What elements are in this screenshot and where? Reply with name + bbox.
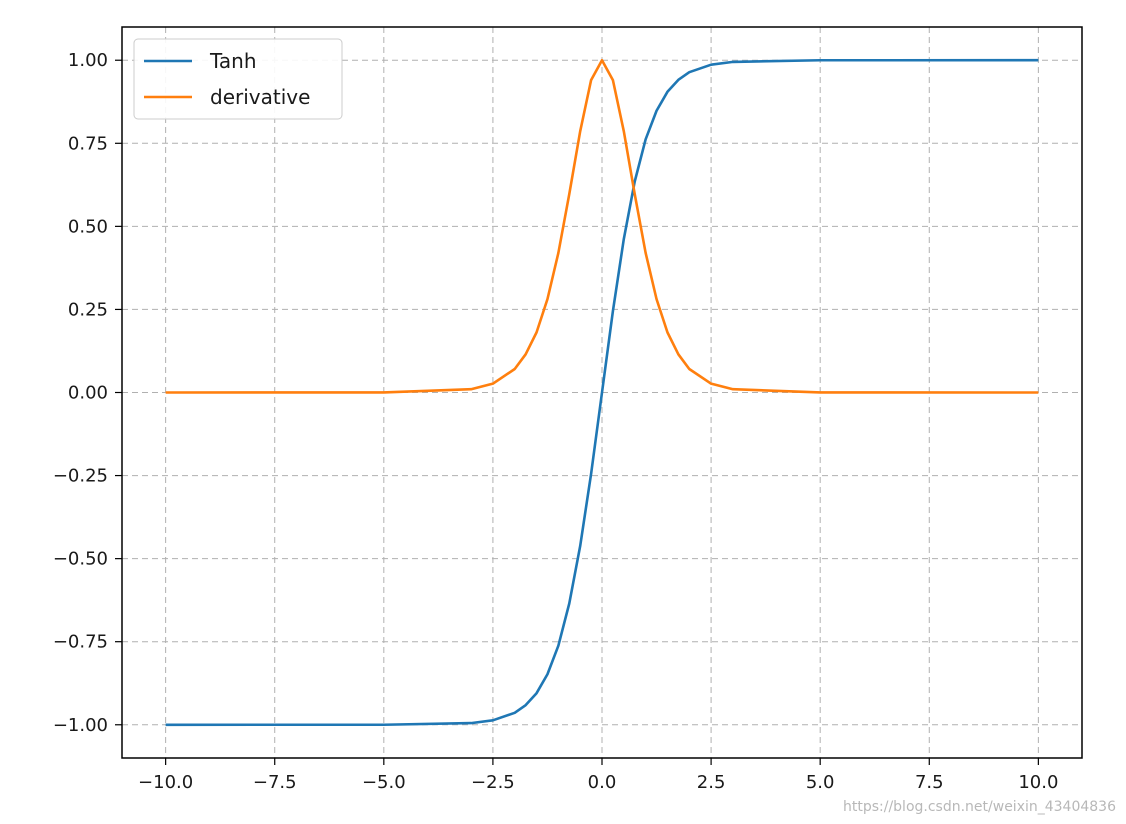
series-line-tanh [165,58,1039,727]
legend: Tanh derivative [133,38,343,120]
y-tick-label: 1.00 [68,50,108,71]
y-tick-label: 0.00 [68,383,108,404]
y-tick-label: −1.00 [53,715,108,736]
series-line-derivative [165,58,1039,394]
axis-layer: −10.0 −7.5 −5.0 −2.5 0.0 2.5 5.0 7.5 10.0 1.00 0.7… [53,50,1059,793]
x-tick-label: −7.5 [253,772,297,793]
legend-label: derivative [210,85,310,109]
x-tick-label: −2.5 [471,772,515,793]
x-tick-label: −10.0 [138,772,193,793]
y-tick-label: −0.75 [53,632,108,653]
watermark: https://blog.csdn.net/weixin_43404836 [843,799,1116,815]
y-tick-label: −0.50 [53,549,108,570]
y-tick-label: 0.75 [68,133,108,154]
legend-box [133,38,343,120]
legend-label: Tanh [209,49,257,73]
x-tick-label: 10.0 [1018,772,1058,793]
x-tick-label: 7.5 [915,772,944,793]
y-tick-label: −0.25 [53,466,108,487]
x-tick-label: 2.5 [697,772,726,793]
series-layer [165,58,1039,727]
y-tick-label: 0.25 [68,299,108,320]
y-tick-label: 0.50 [68,216,108,237]
x-tick-label: 0.0 [588,772,617,793]
x-tick-label: −5.0 [362,772,406,793]
x-tick-label: 5.0 [806,772,835,793]
